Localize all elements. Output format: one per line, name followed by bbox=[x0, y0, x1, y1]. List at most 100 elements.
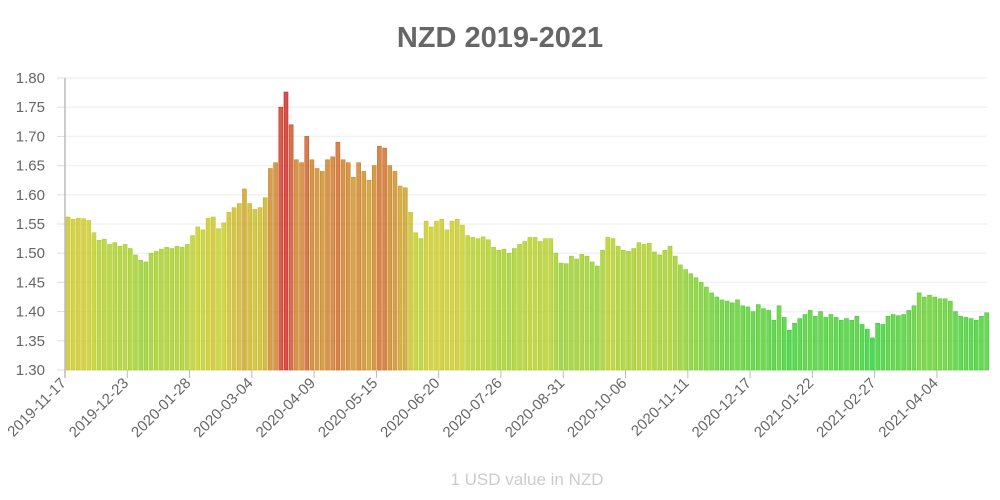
bar bbox=[823, 317, 829, 371]
x-tick-label: 2019-11-17 bbox=[4, 375, 69, 440]
bar bbox=[377, 146, 382, 371]
bar bbox=[117, 245, 123, 371]
bar bbox=[418, 238, 424, 371]
bar bbox=[501, 248, 507, 371]
bar bbox=[517, 244, 522, 371]
bar bbox=[740, 305, 745, 371]
bar bbox=[553, 252, 559, 371]
bar bbox=[314, 168, 320, 371]
bar bbox=[724, 300, 730, 371]
bar bbox=[973, 320, 979, 371]
bar bbox=[257, 207, 263, 371]
bar bbox=[320, 171, 325, 371]
bar bbox=[813, 315, 818, 371]
y-tick-label: 1.45 bbox=[16, 274, 45, 291]
bar bbox=[984, 312, 989, 371]
bar bbox=[927, 294, 932, 371]
bar bbox=[174, 245, 180, 371]
bar bbox=[672, 255, 678, 371]
bar bbox=[833, 317, 839, 371]
bar bbox=[797, 318, 803, 371]
bar bbox=[325, 159, 330, 371]
bar bbox=[537, 241, 543, 371]
bar bbox=[735, 299, 740, 371]
bar bbox=[761, 308, 766, 371]
bar bbox=[262, 197, 268, 371]
bar bbox=[548, 238, 553, 371]
bar bbox=[698, 282, 704, 371]
bar bbox=[937, 298, 943, 371]
x-tick-label: 2020-12-17 bbox=[689, 375, 755, 441]
x-tick-label: 2020-04-09 bbox=[253, 375, 319, 441]
bar bbox=[371, 165, 377, 371]
bar bbox=[512, 248, 517, 371]
bar bbox=[870, 337, 875, 371]
bar bbox=[454, 219, 460, 371]
bar bbox=[392, 171, 398, 371]
bar bbox=[169, 248, 175, 371]
x-tick-label: 2021-01-22 bbox=[751, 375, 817, 441]
bar bbox=[979, 315, 984, 371]
bar bbox=[932, 296, 938, 371]
bar bbox=[133, 254, 138, 371]
bar bbox=[678, 264, 683, 371]
bar bbox=[636, 242, 642, 371]
bar bbox=[890, 314, 896, 371]
bar bbox=[434, 220, 439, 371]
bar bbox=[584, 255, 590, 371]
bar bbox=[408, 212, 413, 371]
bar bbox=[766, 310, 771, 371]
bar bbox=[922, 296, 927, 371]
y-tick-label: 1.60 bbox=[16, 187, 45, 204]
bar bbox=[236, 203, 242, 371]
bar bbox=[652, 251, 657, 371]
bar bbox=[268, 168, 273, 371]
bar bbox=[76, 217, 81, 371]
bar bbox=[755, 304, 761, 371]
x-tick-label: 2019-12-23 bbox=[66, 375, 132, 441]
x-tick-label: 2020-06-20 bbox=[377, 375, 443, 441]
x-tick-label: 2020-05-15 bbox=[315, 375, 381, 441]
bar bbox=[781, 317, 787, 371]
bar bbox=[428, 226, 434, 371]
bar bbox=[330, 156, 335, 371]
bar bbox=[688, 273, 694, 371]
bar bbox=[522, 241, 528, 371]
x-tick-label: 2020-03-04 bbox=[190, 375, 256, 441]
y-tick-label: 1.70 bbox=[16, 128, 45, 145]
bar bbox=[595, 265, 600, 371]
bar bbox=[470, 237, 476, 371]
bar bbox=[195, 226, 201, 371]
y-tick-label: 1.50 bbox=[16, 245, 45, 262]
bar bbox=[216, 228, 221, 371]
bar bbox=[543, 238, 548, 371]
bar bbox=[143, 261, 149, 371]
bar bbox=[849, 320, 854, 371]
bar bbox=[953, 311, 958, 371]
bar bbox=[65, 216, 71, 371]
bar bbox=[631, 248, 637, 371]
bar bbox=[621, 249, 626, 371]
x-tick-label: 2020-08-31 bbox=[502, 375, 568, 441]
bar bbox=[844, 318, 849, 371]
bar bbox=[340, 159, 346, 371]
bar bbox=[683, 269, 688, 371]
bar bbox=[397, 185, 403, 371]
bar bbox=[750, 311, 756, 371]
bar bbox=[86, 220, 92, 371]
y-tick-label: 1.75 bbox=[16, 99, 45, 116]
bar bbox=[413, 232, 419, 371]
bar bbox=[906, 310, 912, 371]
bar bbox=[693, 277, 699, 371]
bar bbox=[211, 216, 216, 371]
bar bbox=[704, 286, 709, 371]
bar bbox=[252, 209, 258, 371]
bar bbox=[231, 207, 237, 371]
bar bbox=[304, 136, 310, 371]
bar bbox=[460, 224, 465, 371]
bar bbox=[81, 218, 86, 371]
x-tick-label: 2020-01-28 bbox=[128, 375, 194, 441]
bar bbox=[366, 179, 372, 371]
bar bbox=[242, 188, 247, 371]
